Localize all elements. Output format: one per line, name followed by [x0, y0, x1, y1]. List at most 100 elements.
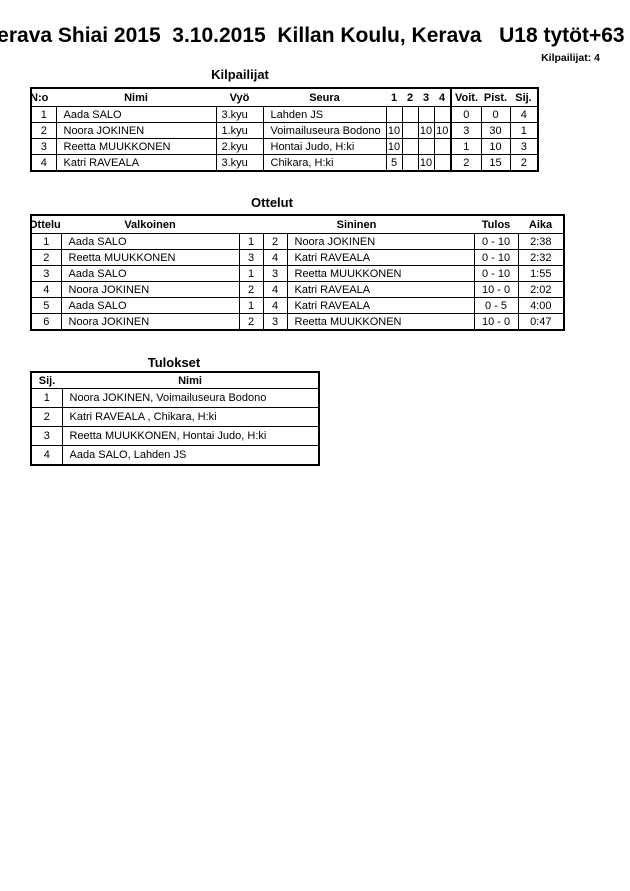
- table-row: 1 Aada SALO 3.kyu Lahden JS 0 0 4: [30, 106, 539, 123]
- tulokset-heading: Tulokset: [147, 355, 201, 370]
- result-name: Noora JOKINEN, Voimailuseura Bodono: [61, 388, 320, 408]
- white-player-number: 2: [238, 313, 264, 331]
- table-row: 4 Katri RAVEALA 3.kyu Chikara, H:ki 5 10…: [30, 154, 539, 172]
- table-row: 4 Aada SALO, Lahden JS: [30, 445, 320, 466]
- table-row: 3 Aada SALO 1 3 Reetta MUUKKONEN 0 - 10 …: [30, 265, 565, 282]
- match-time: 2:32: [517, 249, 565, 266]
- col-header-voit: Voit.: [450, 88, 481, 107]
- match-time: 0:47: [517, 313, 565, 331]
- competitor-number: 4: [30, 154, 57, 172]
- white-player-number: 2: [238, 281, 264, 298]
- white-player-name: Aada SALO: [60, 233, 240, 250]
- white-player-name: Aada SALO: [60, 265, 240, 282]
- blue-player-name: Katri RAVEALA: [286, 281, 475, 298]
- table-row: 5 Aada SALO 1 4 Katri RAVEALA 0 - 5 4:00: [30, 297, 565, 314]
- col-header-aika: Aika: [528, 218, 553, 231]
- table-row: 6 Noora JOKINEN 2 3 Reetta MUUKKONEN 10 …: [30, 313, 565, 331]
- table-row: 3 Reetta MUUKKONEN 2.kyu Hontai Judo, H:…: [30, 138, 539, 155]
- match-result: 0 - 10: [473, 265, 519, 282]
- blue-player-name: Noora JOKINEN: [286, 233, 475, 250]
- table-row: 2 Katri RAVEALA , Chikara, H:ki: [30, 407, 320, 427]
- competitor-belt: 2.kyu: [215, 138, 264, 155]
- wins: 3: [450, 122, 482, 139]
- match3-score: 10: [417, 154, 435, 172]
- competitor-name: Noora JOKINEN: [55, 122, 217, 139]
- match-result: 10 - 0: [473, 281, 519, 298]
- match1-score: 5: [385, 154, 403, 172]
- competitor-number: 2: [30, 122, 57, 139]
- col-header-pist: Pist.: [483, 91, 508, 104]
- competitor-name: Reetta MUUKKONEN: [55, 138, 217, 155]
- result-name: Aada SALO, Lahden JS: [61, 445, 320, 466]
- result-placement: 4: [30, 445, 63, 466]
- tulokset-header-row: Sij. Nimi: [31, 372, 319, 389]
- match2-score: [401, 122, 419, 139]
- col-header-ottelu: Ottelu: [31, 218, 61, 231]
- blue-player-name: Reetta MUUKKONEN: [286, 313, 475, 331]
- wins: 0: [450, 106, 482, 123]
- col-header-vyo: Vyö: [229, 91, 250, 104]
- points: 0: [480, 106, 511, 123]
- white-player-name: Reetta MUUKKONEN: [60, 249, 240, 266]
- match1-score: [385, 106, 403, 123]
- placement: 3: [509, 138, 539, 155]
- match4-score: [433, 106, 452, 123]
- result-name: Reetta MUUKKONEN, Hontai Judo, H:ki: [61, 426, 320, 446]
- match-result: 0 - 5: [473, 297, 519, 314]
- competitor-number: 1: [30, 106, 57, 123]
- result-placement: 1: [30, 388, 63, 408]
- match2-score: [401, 138, 419, 155]
- placement: 1: [509, 122, 539, 139]
- blue-player-number: 3: [262, 265, 288, 282]
- match-number: 3: [30, 265, 62, 282]
- match-number: 4: [30, 281, 62, 298]
- col-header-nimi: Nimi: [124, 91, 148, 104]
- white-player-number: 1: [238, 233, 264, 250]
- competitor-club: Chikara, H:ki: [262, 154, 387, 172]
- blue-player-number: 4: [262, 249, 288, 266]
- wins: 1: [450, 138, 482, 155]
- result-placement: 2: [30, 407, 63, 427]
- white-player-number: 1: [238, 265, 264, 282]
- result-placement: 3: [30, 426, 63, 446]
- col-header-match2: 2: [406, 91, 414, 104]
- match-time: 2:02: [517, 281, 565, 298]
- ottelut-header-row: Ottelu Valkoinen Sininen Tulos Aika: [31, 215, 564, 234]
- col-header-match4: 4: [438, 91, 446, 104]
- match-time: 2:38: [517, 233, 565, 250]
- page-title: Kerava Shiai 2015 3.10.2015 Killan Koulu…: [0, 24, 625, 47]
- col-header-sininen: Sininen: [336, 218, 377, 231]
- col-header-valkoinen: Valkoinen: [124, 218, 176, 231]
- competitor-club: Voimailuseura Bodono: [262, 122, 387, 139]
- table-row: 4 Noora JOKINEN 2 4 Katri RAVEALA 10 - 0…: [30, 281, 565, 298]
- competitor-belt: 3.kyu: [215, 106, 264, 123]
- col-header-no: N:o: [31, 91, 49, 104]
- col-header-match3: 3: [422, 91, 430, 104]
- result-name: Katri RAVEALA , Chikara, H:ki: [61, 407, 320, 427]
- points: 10: [480, 138, 511, 155]
- ottelut-table: Ottelu Valkoinen Sininen Tulos Aika 1 Aa…: [30, 214, 566, 331]
- competitor-number: 3: [30, 138, 57, 155]
- wins: 2: [450, 154, 482, 172]
- white-player-name: Noora JOKINEN: [60, 313, 240, 331]
- points: 15: [480, 154, 511, 172]
- match-number: 1: [30, 233, 62, 250]
- points: 30: [480, 122, 511, 139]
- white-player-number: 3: [238, 249, 264, 266]
- blue-player-name: Reetta MUUKKONEN: [286, 265, 475, 282]
- table-row: 1 Noora JOKINEN, Voimailuseura Bodono: [30, 388, 320, 408]
- match-number: 5: [30, 297, 62, 314]
- kilpailijat-table: N:o Nimi Vyö Seura 1 2 3 4 Voit. Pist. S…: [30, 87, 539, 172]
- table-row: 3 Reetta MUUKKONEN, Hontai Judo, H:ki: [30, 426, 320, 446]
- blue-player-number: 3: [262, 313, 288, 331]
- col-header-nimi: Nimi: [178, 374, 202, 387]
- competitor-name: Aada SALO: [55, 106, 217, 123]
- blue-player-name: Katri RAVEALA: [286, 249, 475, 266]
- white-player-number: 1: [238, 297, 264, 314]
- kilpailijat-heading: Kilpailijat: [211, 67, 269, 82]
- tulokset-table: Sij. Nimi 1 Noora JOKINEN, Voimailuseura…: [30, 371, 320, 466]
- blue-player-number: 2: [262, 233, 288, 250]
- match2-score: [401, 154, 419, 172]
- match-time: 4:00: [517, 297, 565, 314]
- placement: 2: [509, 154, 539, 172]
